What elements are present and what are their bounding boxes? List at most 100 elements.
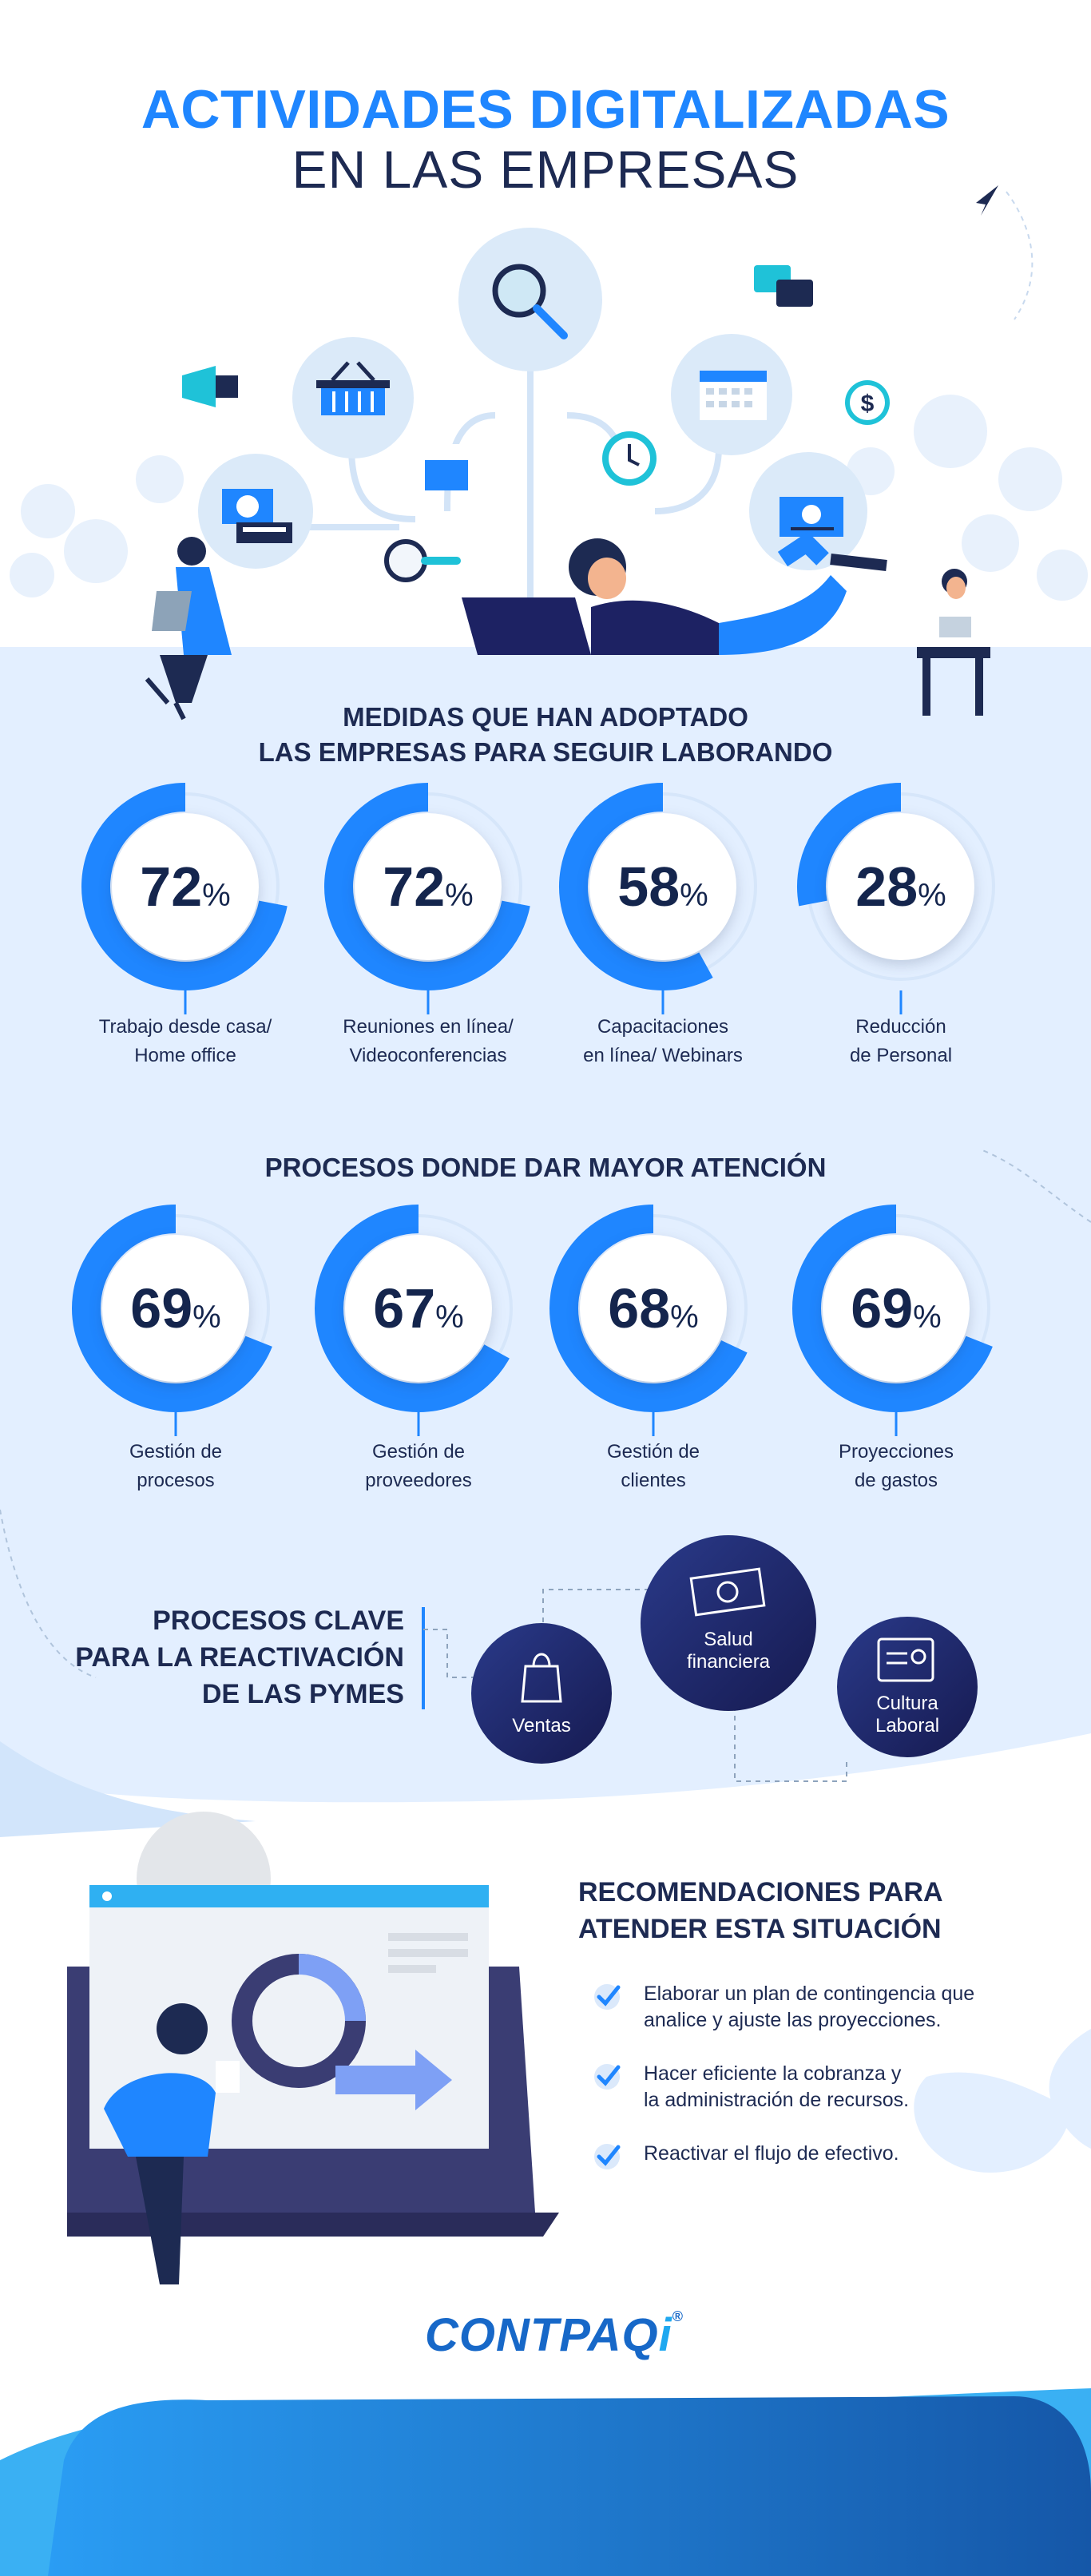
logo-registered: ®	[672, 2308, 684, 2324]
procesos-ring-center	[823, 1235, 970, 1382]
medidas-ring-center	[589, 813, 736, 960]
clock-icon	[602, 431, 657, 486]
procesos-ring-arc	[315, 1205, 510, 1412]
man-lying-with-laptop-illustration	[462, 531, 887, 655]
medidas-ring-arc	[559, 783, 713, 990]
medidas-labels: Trabajo desde casa/Home office Reuniones …	[0, 1013, 1091, 1077]
procesos-percent-value: 68%	[608, 1277, 698, 1340]
medidas-rings: 72% 72% 58% 28%	[81, 783, 995, 1014]
pymes-bubbles: Ventas Salud financiera Cultura Laboral	[422, 1535, 978, 1782]
procesos-label-line2: de gastos	[854, 1470, 938, 1491]
logo-mark: i	[658, 2309, 672, 2361]
procesos-percent-sign: %	[913, 1300, 942, 1335]
medidas-ring-4: 28%	[797, 783, 995, 1014]
medidas-ring-center	[355, 813, 502, 960]
recomendaciones-title: RECOMENDACIONES PARA ATENDER ESTA SITUAC…	[578, 1874, 1026, 1947]
cultura-laboral-bubble: Cultura Laboral	[837, 1617, 978, 1757]
chat-icon	[754, 265, 813, 307]
banknote-icon	[689, 1567, 766, 1617]
medidas-label-1: Trabajo desde casa/Home office	[65, 1013, 305, 1070]
medidas-percent-value: 72%	[140, 855, 230, 918]
medidas-percent-sign: %	[680, 878, 708, 913]
procesos-label-3: Gestión de clientes	[534, 1438, 773, 1495]
procesos-label-line2: clientes	[621, 1470, 686, 1491]
checkmark-icon	[594, 2144, 621, 2169]
video-icon	[780, 497, 843, 537]
procesos-labels: Gestión de procesos Gestión de proveedores G…	[0, 1438, 1091, 1502]
procesos-ring-arc	[549, 1205, 748, 1412]
woman-with-tablet-illustration	[104, 2003, 240, 2284]
medidas-ring-3: 58%	[559, 783, 757, 1014]
procesos-ring-arc	[72, 1205, 272, 1412]
procesos-label-4: Proyecciones de gastos	[776, 1438, 1016, 1495]
medidas-label-line2: de Personal	[849, 1045, 953, 1066]
medidas-label-line1: Reuniones en línea/	[343, 1016, 514, 1038]
procesos-percent-number: 69	[130, 1277, 192, 1340]
pymes-title: PROCESOS CLAVE PARA LA REACTIVACIÓN DE L…	[32, 1602, 404, 1713]
procesos-rings: 69% 67% 68% 69%	[72, 1205, 993, 1436]
medidas-percent-value: 58%	[617, 855, 708, 918]
svg-text:$: $	[861, 391, 875, 417]
medidas-label-line2: Home office	[134, 1045, 236, 1066]
megaphone-icon	[182, 366, 238, 407]
medidas-percent-number: 28	[855, 855, 918, 918]
shopping-bag-icon	[521, 1653, 562, 1703]
salud-label-line1: Salud	[704, 1629, 752, 1650]
id-badge-icon	[877, 1637, 934, 1682]
procesos-percent-value: 69%	[130, 1277, 220, 1340]
cultura-label-line2: Laboral	[875, 1715, 939, 1737]
ventas-label: Ventas	[512, 1715, 570, 1737]
procesos-percent-number: 68	[608, 1277, 670, 1340]
recomendacion-text: Reactivar el flujo de efectivo.	[644, 2141, 1067, 2167]
recomendacion-text: Hacer eficiente la cobranza y la administ…	[644, 2061, 1067, 2114]
recomendacion-line1: Elaborar un plan de contingencia que	[644, 1983, 975, 2005]
procesos-percent-sign: %	[670, 1300, 699, 1335]
light-wave-bottom	[0, 1741, 256, 1837]
medidas-ring-center	[827, 813, 974, 960]
medidas-percent-sign: %	[202, 878, 231, 913]
magnifier-icon	[492, 264, 568, 339]
recomendacion-line1: Hacer eficiente la cobranza y	[644, 2062, 902, 2085]
pymes-title-line2: PARA LA REACTIVACIÓN	[75, 1642, 404, 1673]
salud-financiera-bubble: Salud financiera	[641, 1535, 816, 1711]
procesos-label-line1: Gestión de	[606, 1441, 700, 1463]
procesos-label-line1: Proyecciones	[838, 1441, 954, 1463]
procesos-label-line2: proveedores	[365, 1470, 472, 1491]
medidas-ring-1: 72%	[81, 783, 288, 1014]
procesos-percent-value: 67%	[373, 1277, 463, 1340]
medidas-percent-value: 72%	[383, 855, 473, 918]
logo-text: CONTPAQ	[424, 2309, 659, 2361]
medidas-ring-arc	[797, 783, 902, 907]
footer-wave-dark	[48, 2396, 1091, 2576]
medidas-percent-number: 72	[140, 855, 202, 918]
procesos-heading: PROCESOS DONDE DAR MAYOR ATENCIÓN	[264, 1153, 827, 1182]
procesos-ring-arc	[792, 1205, 993, 1412]
medidas-label-4: Reducción de Personal	[781, 1013, 1021, 1070]
pymes-title-line1: PROCESOS CLAVE	[153, 1606, 404, 1636]
procesos-label-line1: Gestión de	[371, 1441, 466, 1463]
medidas-heading-line1: MEDIDAS QUE HAN ADOPTADO	[343, 702, 748, 732]
small-magnifier-icon	[384, 539, 461, 582]
procesos-percent-number: 69	[851, 1277, 913, 1340]
medidas-percent-sign: %	[918, 878, 946, 913]
medidas-ring-2: 72%	[324, 783, 530, 1014]
salud-label-line2: financiera	[687, 1651, 771, 1673]
medidas-label-line1: Reducción	[855, 1016, 946, 1038]
medidas-ring-arc	[324, 783, 530, 990]
procesos-ring-3: 68%	[549, 1205, 748, 1436]
procesos-percent-sign: %	[435, 1300, 464, 1335]
medidas-percent-value: 28%	[855, 855, 946, 918]
cultura-label-line1: Cultura	[876, 1693, 938, 1714]
recomendacion-line2: la administración de recursos.	[644, 2089, 910, 2111]
ventas-bubble: Ventas	[471, 1623, 612, 1764]
medidas-label-line2: en línea/ Webinars	[583, 1045, 743, 1066]
procesos-percent-number: 67	[373, 1277, 435, 1340]
procesos-ring-center	[580, 1235, 727, 1382]
procesos-ring-1: 69%	[72, 1205, 272, 1436]
medidas-label-line1: Trabajo desde casa/	[98, 1016, 272, 1038]
procesos-ring-center	[345, 1235, 492, 1382]
recomendaciones-list: Elaborar un plan de contingencia que anal…	[591, 1981, 1070, 2197]
medidas-heading-line2: LAS EMPRESAS PARA SEGUIR LABORANDO	[258, 737, 833, 767]
basket-icon	[316, 361, 390, 415]
contpaqi-logo: CONTPAQi®	[403, 2308, 706, 2362]
